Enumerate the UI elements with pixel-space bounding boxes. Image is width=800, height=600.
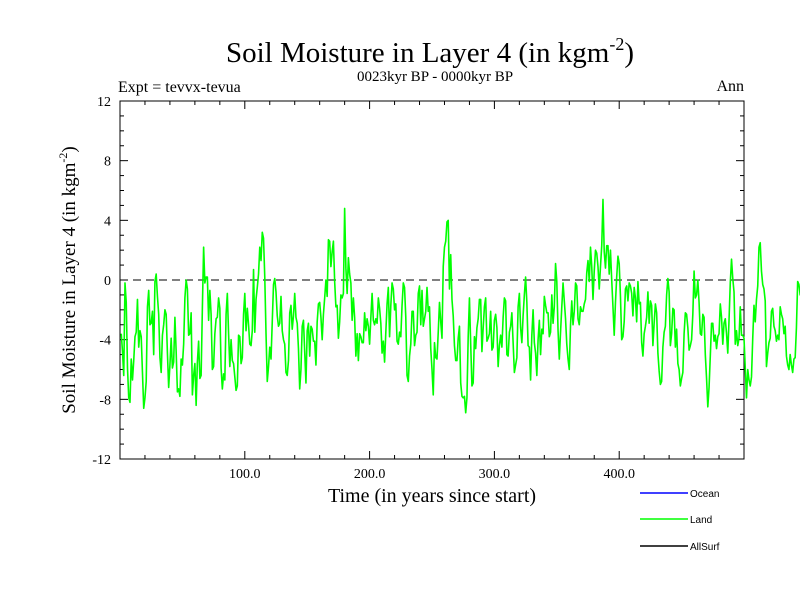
- legend-label-allsurf: AllSurf: [690, 542, 720, 553]
- x-tick-label: 300.0: [479, 467, 511, 482]
- y-tick-label: 8: [104, 155, 111, 170]
- y-tick-label: -12: [92, 453, 111, 468]
- y-tick-label: 0: [104, 274, 111, 289]
- y-tick-label: 4: [104, 214, 111, 229]
- legend-label-ocean: Ocean: [690, 489, 719, 500]
- y-axis-label-group: Soil Moisture in Layer 4 (in kgm-2): [56, 146, 80, 414]
- x-tick-label: 100.0: [229, 467, 261, 482]
- x-tick-label: 400.0: [603, 467, 635, 482]
- chart-subtitle: 0023kyr BP - 0000kyr BP: [357, 69, 513, 85]
- expt-label: Expt = tevvx-tevua: [118, 79, 241, 96]
- x-axis-label: Time (in years since start): [328, 485, 536, 507]
- y-tick-label: -4: [99, 334, 111, 349]
- y-axis-label: Soil Moisture in Layer 4 (in kgm-2): [56, 146, 80, 414]
- series-line-land: [120, 198, 800, 414]
- season-label: Ann: [716, 78, 744, 95]
- legend-label-land: Land: [690, 515, 712, 526]
- y-tick-label: 12: [97, 95, 111, 110]
- chart-title: Soil Moisture in Layer 4 (in kgm-2): [226, 34, 634, 69]
- plot-area: 100.0 200.0 300.0 400.0 12 8 4 0 -4 -8 -12: [92, 95, 800, 482]
- y-tick-label: -8: [99, 393, 111, 408]
- legend: Ocean Land AllSurf: [640, 489, 720, 553]
- title-group: Soil Moisture in Layer 4 (in kgm-2) 0023…: [118, 34, 744, 96]
- x-tick-label: 200.0: [354, 467, 386, 482]
